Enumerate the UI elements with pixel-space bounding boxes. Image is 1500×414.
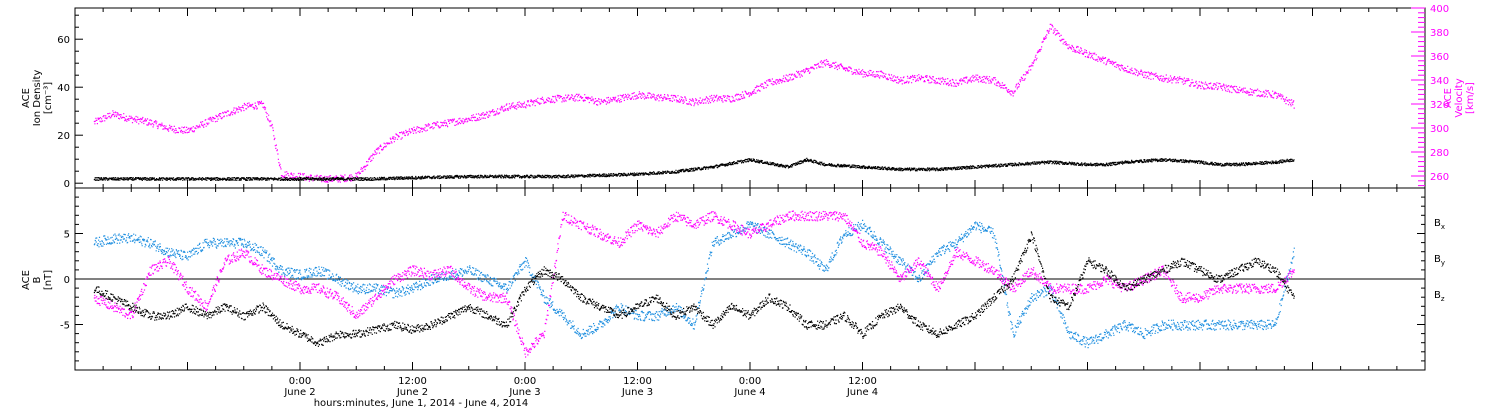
y-tick-label-right: 260 (1430, 172, 1449, 183)
legend-sub: y (1441, 259, 1445, 267)
legend-entry: By (1434, 254, 1445, 267)
y-title-density: ACE (21, 88, 32, 108)
x-tick-time: 0:00 (514, 376, 536, 387)
y-tick-label-right: 320 (1430, 100, 1449, 111)
y-tick-label-right: 340 (1430, 76, 1449, 87)
legend-main: B (1434, 218, 1441, 229)
y-tick-label-bottom: 0 (64, 275, 70, 286)
legend-sub: z (1441, 295, 1445, 303)
by-series (93, 219, 1295, 349)
y-title-velocity: Velocity (1454, 78, 1465, 117)
y-title-velocity: [km/s] (1465, 82, 1476, 114)
y-tick-label-bottom: -5 (60, 321, 70, 332)
ion-density-series (93, 157, 1295, 181)
legend-entry: Bx (1434, 218, 1445, 231)
x-tick-time: 12:00 (848, 376, 877, 387)
bz-series (93, 210, 1295, 358)
y-tick-label-left: 20 (57, 131, 70, 142)
y-tick-label-right: 280 (1430, 148, 1449, 159)
y-tick-label-right: 300 (1430, 124, 1449, 135)
x-tick-time: 0:00 (739, 376, 761, 387)
y-tick-label-left: 40 (57, 83, 70, 94)
x-tick-day: June 2 (396, 387, 428, 398)
legend-main: B (1434, 254, 1441, 265)
y-title-density: [cm⁻³] (43, 82, 54, 114)
x-tick-time: 12:00 (398, 376, 427, 387)
x-tick-time: 0:00 (289, 376, 311, 387)
y-title-b: ACE (21, 270, 32, 290)
y-title-b: [nT] (43, 270, 54, 290)
x-tick-day: June 4 (733, 387, 765, 398)
y-tick-label-right: 400 (1430, 4, 1449, 15)
x-tick-day: June 4 (846, 387, 878, 398)
y-title-velocity: ACE (1443, 88, 1454, 108)
legend-main: B (1434, 290, 1441, 301)
y-tick-label-left: 60 (57, 35, 70, 46)
legend-entry: Bz (1434, 290, 1445, 303)
y-tick-label-bottom: 5 (64, 230, 70, 241)
velocity-series (93, 23, 1295, 184)
y-tick-label-right: 360 (1430, 52, 1449, 63)
x-tick-day: June 3 (508, 387, 540, 398)
x-tick-day: June 3 (621, 387, 653, 398)
x-tick-day: June 2 (283, 387, 315, 398)
y-tick-label-left: 0 (64, 179, 70, 190)
y-title-b: B (32, 276, 43, 283)
x-axis-title: hours:minutes, June 1, 2014 - June 4, 20… (314, 398, 529, 409)
legend-sub: x (1441, 223, 1445, 231)
y-tick-label-right: 380 (1430, 28, 1449, 39)
y-title-density: Ion Density (32, 70, 43, 127)
x-tick-time: 12:00 (623, 376, 652, 387)
